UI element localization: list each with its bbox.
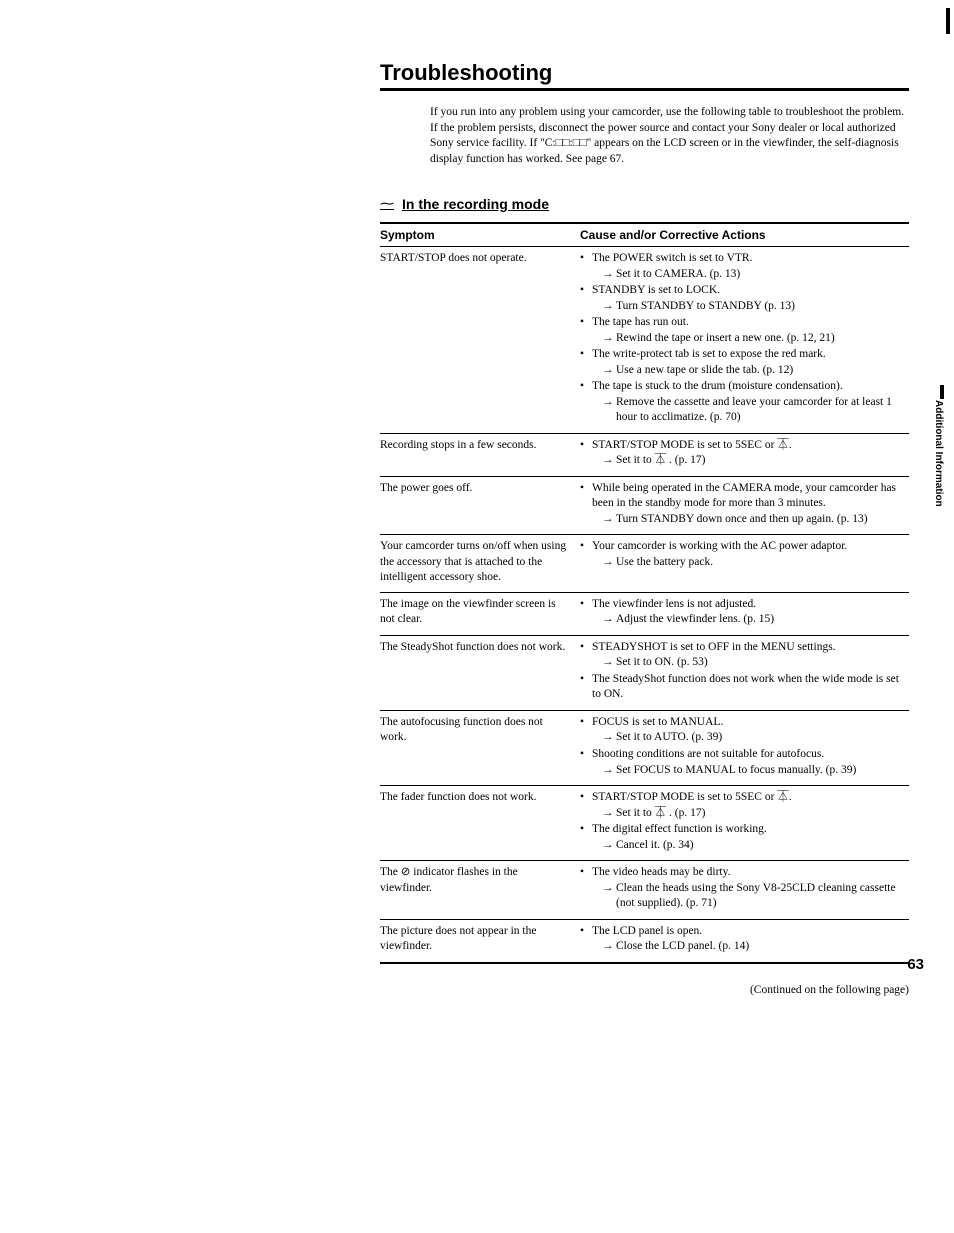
troubleshooting-table: Symptom Cause and/or Corrective Actions … xyxy=(380,222,909,964)
fix-item: Use the battery pack. xyxy=(592,555,905,571)
fix-item: Set it to AUTO. (p. 39) xyxy=(592,730,905,746)
table-row: The picture does not appear in the viewf… xyxy=(380,919,909,963)
fix-item: Turn STANDBY down once and then up again… xyxy=(592,512,905,528)
page: Troubleshooting If you run into any prob… xyxy=(0,0,954,1233)
table-row: The SteadyShot function does not work.ST… xyxy=(380,635,909,710)
cause-item: The SteadyShot function does not work wh… xyxy=(580,672,905,703)
cause-item: FOCUS is set to MANUAL.Set it to AUTO. (… xyxy=(580,715,905,746)
action-cell: START/STOP MODE is set to 5SEC or ⏄.Set … xyxy=(580,786,909,861)
cause-item: START/STOP MODE is set to 5SEC or ⏄.Set … xyxy=(580,438,905,469)
cause-item: The LCD panel is open.Close the LCD pane… xyxy=(580,924,905,955)
symptom-cell: The ⊘ indicator flashes in the viewfinde… xyxy=(380,861,580,920)
cause-item: START/STOP MODE is set to 5SEC or ⏄.Set … xyxy=(580,790,905,821)
cause-item: The write-protect tab is set to expose t… xyxy=(580,347,905,378)
fix-item: Rewind the tape or insert a new one. (p.… xyxy=(592,331,905,347)
fix-item: Cancel it. (p. 34) xyxy=(592,838,905,854)
symptom-cell: The picture does not appear in the viewf… xyxy=(380,919,580,963)
table-row: Your camcorder turns on/off when using t… xyxy=(380,535,909,593)
cause-item: The digital effect function is working.C… xyxy=(580,822,905,853)
fix-item: Set it to CAMERA. (p. 13) xyxy=(592,267,905,283)
crop-mark xyxy=(946,8,950,34)
cause-item: The tape is stuck to the drum (moisture … xyxy=(580,379,905,426)
fix-item: Adjust the viewfinder lens. (p. 15) xyxy=(592,612,905,628)
side-tab-label: Additional Information xyxy=(933,400,944,507)
action-cell: The POWER switch is set to VTR.Set it to… xyxy=(580,247,909,434)
action-cell: Your camcorder is working with the AC po… xyxy=(580,535,909,593)
fix-item: Set FOCUS to MANUAL to focus manually. (… xyxy=(592,763,905,779)
action-cell: START/STOP MODE is set to 5SEC or ⏄.Set … xyxy=(580,433,909,476)
col-symptom: Symptom xyxy=(380,223,580,247)
symptom-cell: The SteadyShot function does not work. xyxy=(380,635,580,710)
symptom-cell: The power goes off. xyxy=(380,476,580,535)
table-row: The image on the viewfinder screen is no… xyxy=(380,592,909,635)
table-row: The fader function does not work.START/S… xyxy=(380,786,909,861)
action-cell: STEADYSHOT is set to OFF in the MENU set… xyxy=(580,635,909,710)
symptom-cell: The fader function does not work. xyxy=(380,786,580,861)
table-row: START/STOP does not operate.The POWER sw… xyxy=(380,247,909,434)
action-cell: FOCUS is set to MANUAL.Set it to AUTO. (… xyxy=(580,710,909,785)
symptom-cell: The autofocusing function does not work. xyxy=(380,710,580,785)
symptom-cell: START/STOP does not operate. xyxy=(380,247,580,434)
page-title: Troubleshooting xyxy=(380,60,909,91)
table-row: Recording stops in a few seconds.START/S… xyxy=(380,433,909,476)
table-row: The autofocusing function does not work.… xyxy=(380,710,909,785)
action-cell: While being operated in the CAMERA mode,… xyxy=(580,476,909,535)
symptom-cell: The image on the viewfinder screen is no… xyxy=(380,592,580,635)
table-row: The ⊘ indicator flashes in the viewfinde… xyxy=(380,861,909,920)
col-action: Cause and/or Corrective Actions xyxy=(580,223,909,247)
side-tab-bar xyxy=(940,385,944,399)
fix-item: Use a new tape or slide the tab. (p. 12) xyxy=(592,363,905,379)
page-number: 63 xyxy=(907,956,924,973)
cause-item: The tape has run out.Rewind the tape or … xyxy=(580,315,905,346)
fix-item: Turn STANDBY to STANDBY (p. 13) xyxy=(592,299,905,315)
cause-item: STANDBY is set to LOCK.Turn STANDBY to S… xyxy=(580,283,905,314)
symptom-cell: Your camcorder turns on/off when using t… xyxy=(380,535,580,593)
section-heading: ⁓ In the recording mode xyxy=(380,195,909,212)
cause-item: The video heads may be dirty.Clean the h… xyxy=(580,865,905,912)
intro-paragraph: If you run into any problem using your c… xyxy=(430,105,909,167)
fix-item: Set it to ON. (p. 53) xyxy=(592,655,905,671)
table-row: The power goes off.While being operated … xyxy=(380,476,909,535)
cause-item: Shooting conditions are not suitable for… xyxy=(580,747,905,778)
cause-item: The viewfinder lens is not adjusted.Adju… xyxy=(580,597,905,628)
cause-item: While being operated in the CAMERA mode,… xyxy=(580,481,905,528)
fix-item: Close the LCD panel. (p. 14) xyxy=(592,939,905,955)
fix-item: Remove the cassette and leave your camco… xyxy=(592,395,905,426)
cause-item: STEADYSHOT is set to OFF in the MENU set… xyxy=(580,640,905,671)
dash-icon: ⁓ xyxy=(380,195,394,212)
fix-item: Set it to ⏄ . (p. 17) xyxy=(592,453,905,469)
cause-item: Your camcorder is working with the AC po… xyxy=(580,539,905,570)
fix-item: Set it to ⏄ . (p. 17) xyxy=(592,806,905,822)
action-cell: The viewfinder lens is not adjusted.Adju… xyxy=(580,592,909,635)
cause-item: The POWER switch is set to VTR.Set it to… xyxy=(580,251,905,282)
fix-item: Clean the heads using the Sony V8-25CLD … xyxy=(592,881,905,912)
action-cell: The video heads may be dirty.Clean the h… xyxy=(580,861,909,920)
symptom-cell: Recording stops in a few seconds. xyxy=(380,433,580,476)
continued-note: (Continued on the following page) xyxy=(380,984,909,996)
section-heading-text: In the recording mode xyxy=(402,196,549,212)
action-cell: The LCD panel is open.Close the LCD pane… xyxy=(580,919,909,963)
